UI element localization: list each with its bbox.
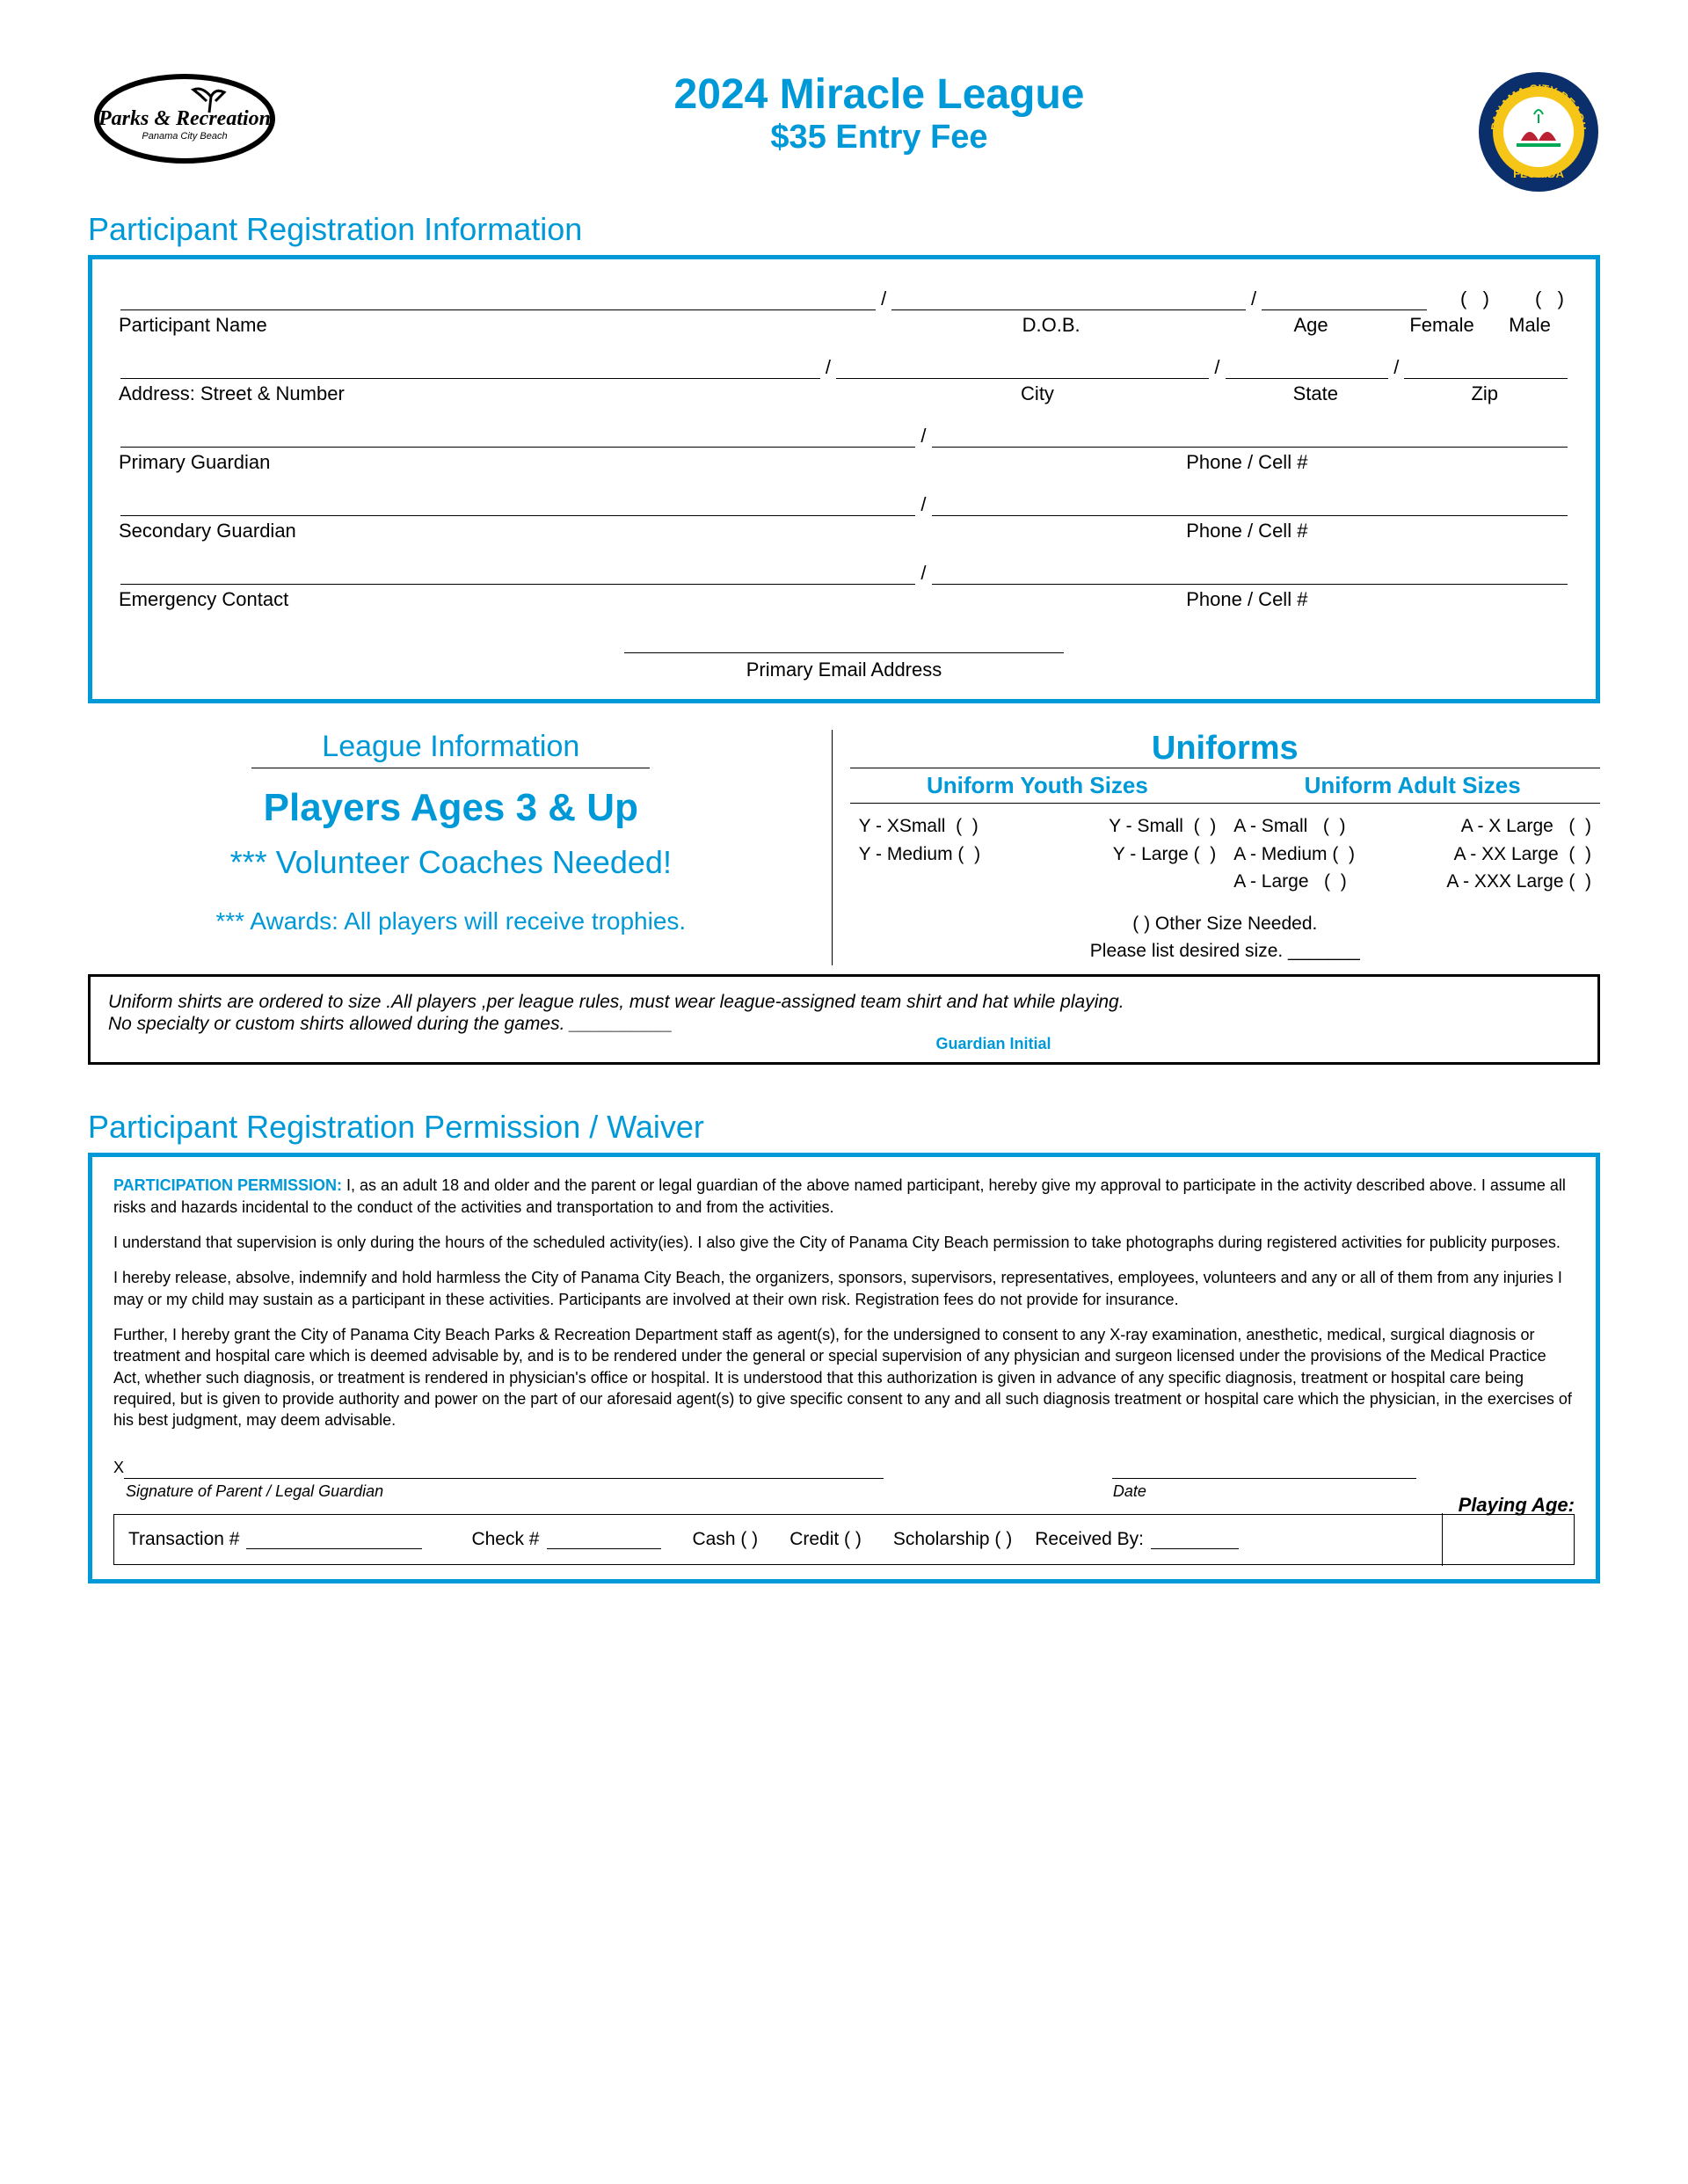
mid-section: League Information Players Ages 3 & Up *… (88, 730, 1600, 965)
credit-label: Credit ( ) (789, 1527, 862, 1552)
phone-label-1: Phone / Cell # (925, 451, 1569, 474)
svg-text:Panama City Beach: Panama City Beach (142, 131, 227, 142)
participant-name-label: Participant Name (119, 314, 874, 337)
waiver-section-title: Participant Registration Permission / Wa… (88, 1109, 1600, 1146)
transaction-label: Transaction # (128, 1527, 239, 1552)
guardian-initial-label: Guardian Initial (407, 1035, 1580, 1054)
date-label: Date (1113, 1481, 1416, 1502)
league-info: League Information Players Ages 3 & Up *… (88, 730, 814, 965)
playing-age-box (1442, 1513, 1574, 1566)
page-subtitle: $35 Entry Fee (281, 119, 1477, 157)
youth-sizes-heading: Uniform Youth Sizes (850, 768, 1226, 803)
address-labels: Address: Street & Number City State Zip (119, 382, 1569, 405)
uniforms-info: Uniforms Uniform Youth Sizes Uniform Adu… (832, 730, 1600, 965)
page-title: 2024 Miracle League (281, 70, 1477, 119)
league-awards: *** Awards: All players will receive tro… (88, 907, 814, 935)
city-label: City (844, 382, 1231, 405)
transaction-row: Transaction # Check # Cash ( ) Credit ( … (113, 1514, 1575, 1565)
cash-label: Cash ( ) (693, 1527, 759, 1552)
emergency-contact-label: Emergency Contact (119, 588, 925, 611)
league-coaches: *** Volunteer Coaches Needed! (88, 844, 814, 881)
reg-section-title: Participant Registration Information (88, 211, 1600, 248)
note-line-1: Uniform shirts are ordered to size .All … (108, 991, 1580, 1013)
signature-label: Signature of Parent / Legal Guardian (113, 1481, 884, 1502)
male-label: Male (1490, 314, 1569, 337)
adult-sizes: A - Small ( )A - X Large ( ) A - Medium … (1225, 812, 1600, 896)
email-section: Primary Email Address (119, 629, 1569, 681)
age-label: Age (1228, 314, 1393, 337)
emergency-contact-line: / (119, 560, 1569, 585)
received-by-label: Received By: (1035, 1527, 1144, 1552)
address-label: Address: Street & Number (119, 382, 844, 405)
address-line: / / / (119, 354, 1569, 379)
name-dob-labels: Participant Name D.O.B. Age Female Male (119, 314, 1569, 337)
check-label: Check # (471, 1527, 539, 1552)
phone-label-2: Phone / Cell # (925, 520, 1569, 542)
league-heading: League Information (251, 730, 650, 768)
svg-text:FLORIDA: FLORIDA (1513, 167, 1564, 180)
waiver-p1: PARTICIPATION PERMISSION: I, as an adult… (113, 1175, 1575, 1218)
city-seal-logo: PANAMA CITY BEACH FLORIDA (1477, 70, 1600, 193)
adult-sizes-heading: Uniform Adult Sizes (1225, 768, 1600, 803)
signature-labels: Signature of Parent / Legal Guardian Dat… (113, 1481, 1575, 1502)
emergency-contact-labels: Emergency Contact Phone / Cell # (119, 588, 1569, 611)
waiver-p3: I hereby release, absolve, indemnify and… (113, 1267, 1575, 1310)
zip-label: Zip (1401, 382, 1570, 405)
note-line-2: No specialty or custom shirts allowed du… (108, 1013, 1580, 1035)
uniform-note-box: Uniform shirts are ordered to size .All … (88, 974, 1600, 1066)
waiver-p4: Further, I hereby grant the City of Pana… (113, 1324, 1575, 1431)
waiver-box: PARTICIPATION PERMISSION: I, as an adult… (88, 1153, 1600, 1583)
female-label: Female (1393, 314, 1490, 337)
svg-text:Parks & Recreation: Parks & Recreation (98, 107, 271, 130)
parks-rec-logo: Parks & Recreation Panama City Beach (88, 70, 281, 167)
league-ages: Players Ages 3 & Up (88, 786, 814, 830)
primary-guardian-labels: Primary Guardian Phone / Cell # (119, 451, 1569, 474)
registration-box: / / ( ) ( ) Participant Name D.O.B. Age … (88, 255, 1600, 703)
signature-row: X (113, 1457, 1575, 1478)
title-block: 2024 Miracle League $35 Entry Fee (281, 70, 1477, 157)
youth-sizes: Y - XSmall ( )Y - Small ( ) Y - Medium (… (850, 812, 1226, 896)
primary-guardian-label: Primary Guardian (119, 451, 925, 474)
other-size: ( ) Other Size Needed. Please list desir… (850, 910, 1600, 965)
dob-label: D.O.B. (874, 314, 1228, 337)
secondary-guardian-label: Secondary Guardian (119, 520, 925, 542)
phone-label-3: Phone / Cell # (925, 588, 1569, 611)
name-dob-line: / / ( ) ( ) (119, 286, 1569, 310)
email-label: Primary Email Address (119, 659, 1569, 681)
scholarship-label: Scholarship ( ) (893, 1527, 1012, 1552)
secondary-guardian-labels: Secondary Guardian Phone / Cell # (119, 520, 1569, 542)
primary-guardian-line: / (119, 423, 1569, 448)
secondary-guardian-line: / (119, 491, 1569, 516)
header: Parks & Recreation Panama City Beach 202… (88, 70, 1600, 193)
uniforms-heading: Uniforms (850, 730, 1600, 768)
waiver-p2: I understand that supervision is only du… (113, 1232, 1575, 1253)
state-label: State (1231, 382, 1401, 405)
